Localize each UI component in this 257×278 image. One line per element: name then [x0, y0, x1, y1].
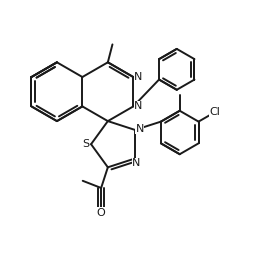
- Text: N: N: [134, 72, 143, 82]
- Text: O: O: [96, 208, 105, 218]
- Text: N: N: [135, 124, 144, 134]
- Text: S: S: [82, 139, 89, 149]
- Text: N: N: [132, 158, 141, 168]
- Text: N: N: [134, 101, 143, 111]
- Text: Cl: Cl: [210, 107, 221, 117]
